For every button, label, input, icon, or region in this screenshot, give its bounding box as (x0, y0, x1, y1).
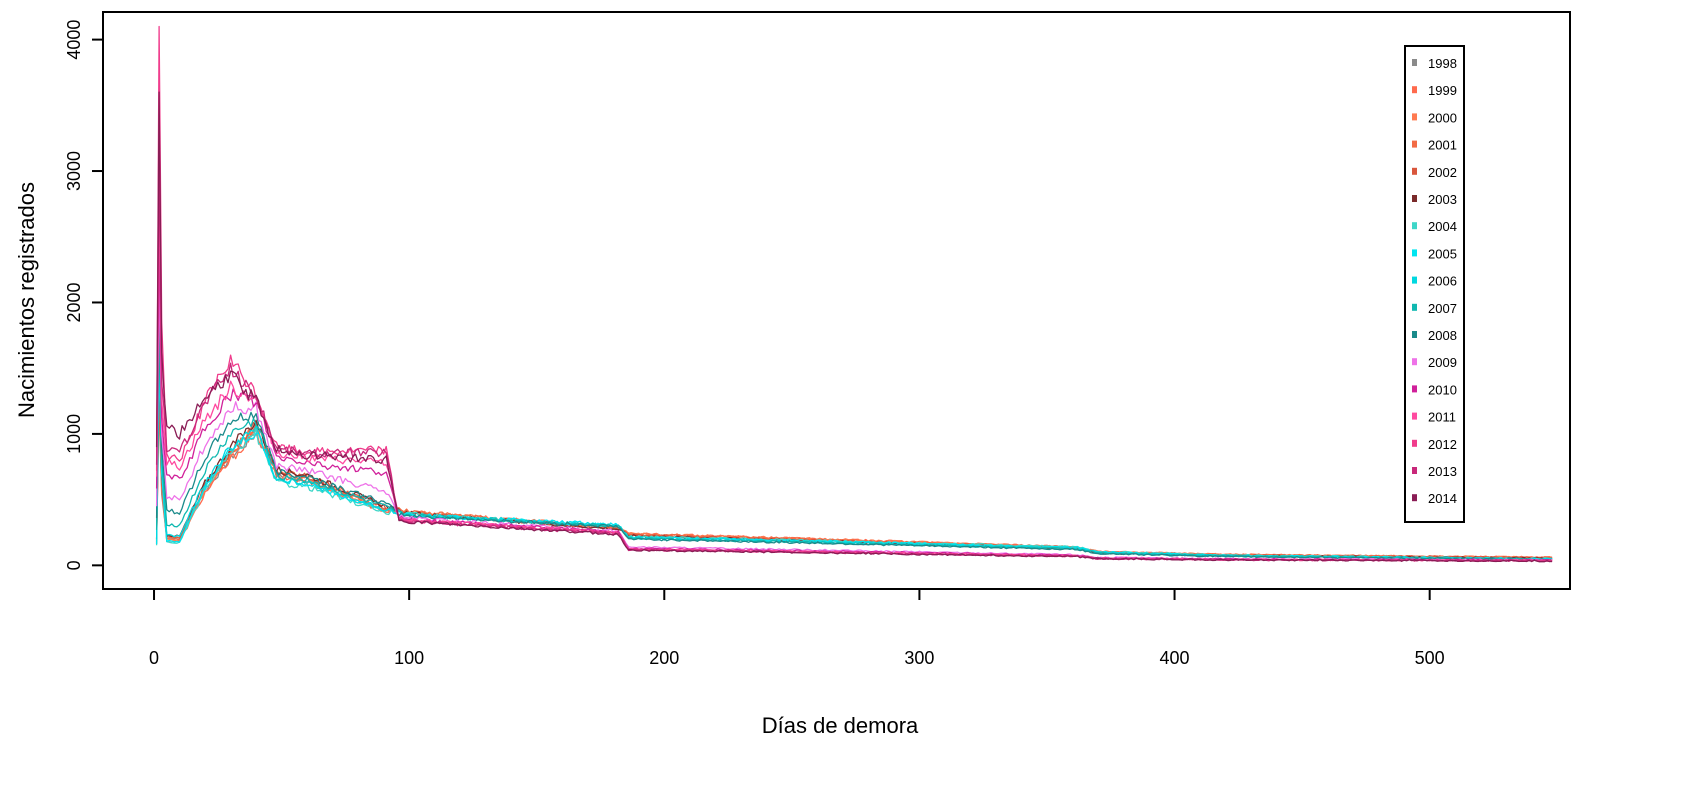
legend-swatch-1999 (1412, 86, 1417, 94)
legend-label-2013: 2013 (1428, 464, 1457, 479)
y-tick-label: 2000 (64, 282, 84, 322)
legend: 1998 1999 2000 2001 2002 2003 2004 2005 2006 2007… (1404, 45, 1465, 523)
series-line-2012 (155, 25, 1553, 563)
legend-label-2014: 2014 (1428, 491, 1457, 506)
y-axis-title: Nacimientos registrados (14, 182, 39, 418)
plot-frame (102, 11, 1571, 590)
series-line-2001 (155, 380, 1553, 559)
legend-swatch-2009 (1412, 358, 1417, 366)
series-line-2007 (155, 328, 1553, 561)
legend-label-2008: 2008 (1428, 328, 1457, 343)
legend-label-2007: 2007 (1428, 301, 1457, 316)
legend-swatch-2011 (1412, 412, 1417, 420)
x-tick-label: 200 (649, 648, 679, 668)
series-line-2003 (155, 367, 1553, 560)
legend-swatch-2006 (1412, 276, 1417, 284)
x-tick-label: 300 (904, 648, 934, 668)
legend-label-1999: 1999 (1428, 83, 1457, 98)
legend-swatch-2007 (1412, 303, 1417, 311)
x-tick-label: 100 (394, 648, 424, 668)
series-line-2008 (155, 301, 1553, 561)
legend-label-2011: 2011 (1428, 410, 1456, 425)
legend-swatch-2013 (1412, 467, 1417, 474)
legend-label-1998: 1998 (1428, 56, 1457, 71)
series-line-2006 (155, 341, 1553, 561)
series-line-2002 (155, 374, 1553, 560)
legend-label-2003: 2003 (1428, 192, 1457, 207)
y-tick-label: 0 (64, 560, 84, 570)
legend-swatch-2005 (1412, 249, 1417, 257)
y-tick-label: 4000 (64, 20, 84, 60)
legend-label-2002: 2002 (1428, 165, 1457, 180)
legend-label-2006: 2006 (1428, 274, 1457, 289)
legend-swatch-2000 (1412, 113, 1417, 121)
series-line-2014 (155, 91, 1553, 563)
series-layer (155, 25, 1553, 563)
legend-swatch-2014 (1412, 494, 1417, 502)
series-line-2000 (155, 387, 1553, 559)
legend-label-2010: 2010 (1428, 382, 1457, 397)
series-line-2011 (155, 196, 1553, 562)
legend-swatch-2001 (1412, 140, 1417, 148)
y-axis: 0 1000 2000 3000 4000 (64, 20, 104, 570)
x-axis-title: Días de demora (762, 713, 919, 738)
legend-swatch-2012 (1412, 439, 1417, 447)
legend-label-2000: 2000 (1428, 110, 1457, 125)
y-tick-label: 1000 (64, 414, 84, 454)
x-axis: 0 100 200 300 400 500 (149, 588, 1445, 668)
legend-swatch-2002 (1412, 167, 1417, 175)
y-tick-label: 3000 (64, 151, 84, 191)
legend-label-2004: 2004 (1428, 219, 1457, 234)
series-line-1999 (155, 393, 1553, 559)
x-tick-label: 500 (1415, 648, 1445, 668)
legend-swatch-1998 (1412, 59, 1417, 66)
legend-label-2005: 2005 (1428, 246, 1457, 261)
legend-label-2001: 2001 (1428, 138, 1457, 153)
series-line-2009 (155, 275, 1553, 562)
legend-swatch-2008 (1412, 331, 1417, 338)
x-tick-label: 400 (1160, 648, 1190, 668)
legend-label-2012: 2012 (1428, 437, 1457, 452)
legend-swatch-2003 (1412, 195, 1417, 202)
series-line-2010 (155, 236, 1553, 562)
legend-label-2009: 2009 (1428, 355, 1457, 370)
legend-swatch-2010 (1412, 385, 1417, 393)
legend-swatch-2004 (1412, 222, 1417, 230)
series-line-2005 (155, 354, 1553, 560)
x-tick-label: 0 (149, 648, 159, 668)
